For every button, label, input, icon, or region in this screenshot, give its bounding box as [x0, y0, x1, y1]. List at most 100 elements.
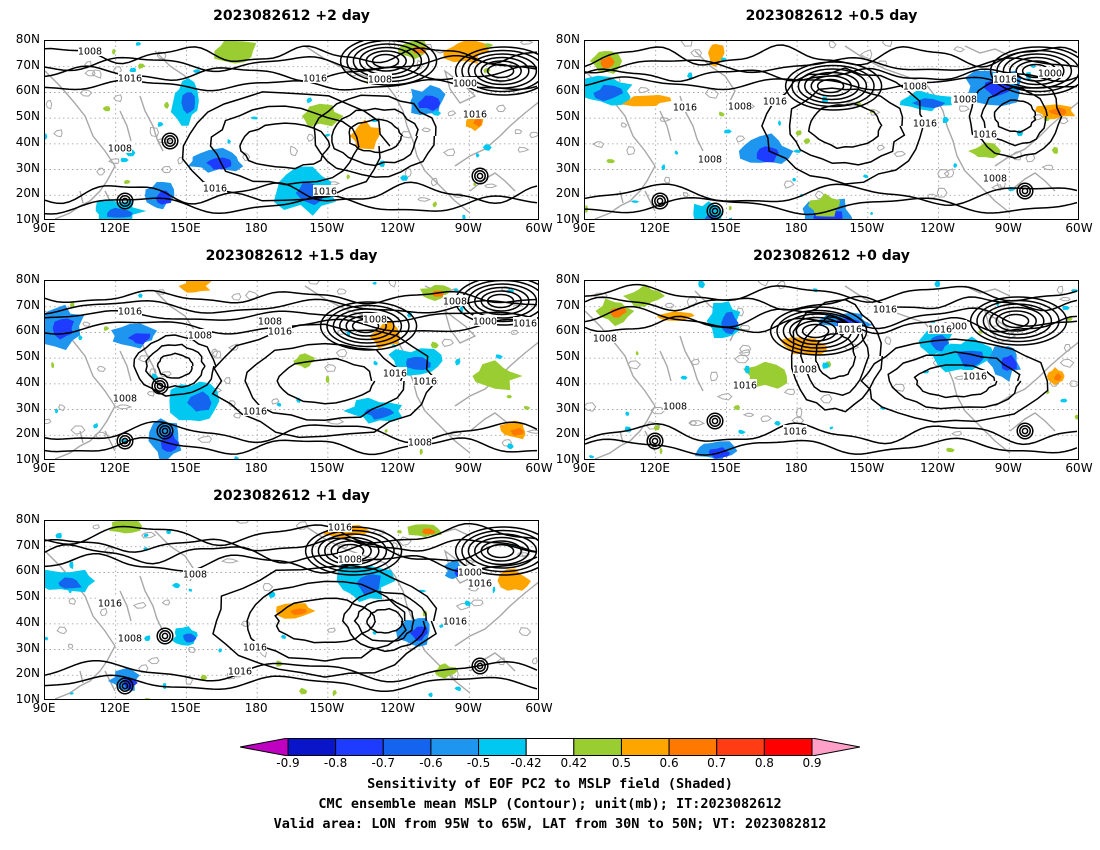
lat-tick-label: 30N — [15, 640, 40, 655]
map-plot: 1008 1016 1000 1008 1016 1016 1008 1016 1016 1008… — [585, 41, 1078, 219]
contour-labels: 1008 1016 1000 1008 1016 1016 1008 1016 1016 1008… — [673, 67, 1062, 185]
lat-tick-label: 50N — [555, 109, 580, 124]
colorbar-swatch — [668, 738, 718, 756]
lon-tick-label: 150E — [710, 461, 741, 475]
contour-label: 1016 — [913, 119, 937, 130]
lat-tick-label: 40N — [555, 134, 580, 149]
contour-label: 1016 — [963, 372, 987, 383]
lat-tick-label: 10N — [555, 452, 580, 466]
map-frame: 1016 1008 1008 1016 1008 1000 1016 1008 1008 1016… — [44, 280, 539, 460]
colorbar-label: -0.8 — [323, 756, 348, 770]
contour-label: 1008 — [793, 365, 817, 376]
caption-line-2: CMC ensemble mean MSLP (Contour); unit(m… — [318, 796, 782, 812]
lat-tick-label: 60N — [15, 323, 40, 338]
contour-label: 1016 — [303, 74, 327, 85]
contour-label: 1008 — [78, 47, 102, 58]
colorbar-swatch — [811, 737, 861, 757]
lat-tick-label: 50N — [15, 589, 40, 604]
contour-label: 1016 — [928, 325, 952, 336]
contour-label: 1016 — [203, 184, 227, 195]
lat-tick-label: 80N — [15, 32, 40, 46]
contour-label: 1008 — [368, 75, 392, 86]
map-frame: 1016 1016 1000 1016 1008 1016 1016 1008 1016 1008 — [584, 280, 1079, 460]
panel-title: 2023082612 +1 day — [213, 488, 370, 504]
contour-label: 1008 — [118, 634, 142, 645]
contour-label: 1016 — [118, 307, 142, 318]
lat-tick-label: 60N — [555, 83, 580, 98]
mslp-contours — [585, 44, 1078, 219]
panel-title: 2023082612 +1.5 day — [205, 248, 378, 264]
lat-tick-label: 30N — [555, 400, 580, 415]
lon-tick-label: 150E — [170, 221, 201, 235]
lon-tick-label: 150W — [309, 221, 345, 235]
lat-tick-label: 30N — [15, 400, 40, 415]
lon-tick-label: 180 — [244, 701, 268, 715]
map-plot: 1008 1016 1016 1008 1000 1016 1008 1016 1016 — [45, 41, 538, 219]
map-frame: 1016 1008 1008 1000 1016 1016 1016 1016 1016 1008 — [44, 520, 539, 700]
lat-tick-label: 80N — [15, 512, 40, 526]
contour-label: 1016 — [268, 327, 292, 338]
lat-tick-label: 10N — [15, 452, 40, 466]
colorbar-swatch — [382, 738, 432, 756]
lon-tick-label: 90W — [994, 221, 1022, 235]
contour-label: 1008 — [258, 317, 282, 328]
panel-title: 2023082612 +0.5 day — [745, 8, 918, 24]
contour-label: 1008 — [698, 155, 722, 166]
colorbar-swatches — [239, 737, 861, 757]
lat-tick-label: 30N — [15, 160, 40, 175]
map-frame: 1008 1016 1016 1008 1000 1016 1008 1016 1016 — [44, 40, 539, 220]
colorbar-swatch — [239, 737, 289, 757]
contour-label: 1000 — [1038, 69, 1062, 80]
colorbar-swatch — [335, 738, 384, 756]
contour-label: 1008 — [983, 174, 1007, 185]
colorbar-label: 0.9 — [802, 756, 822, 770]
lat-tick-label: 50N — [15, 109, 40, 124]
lat-tick-label: 20N — [555, 186, 580, 201]
lon-tick-label: 60W — [1065, 461, 1093, 475]
lat-tick-label: 70N — [555, 297, 580, 312]
contour-label: 1016 — [513, 319, 537, 330]
lon-tick-label: 180 — [784, 461, 808, 475]
contour-label: 1008 — [728, 102, 752, 113]
contour-label: 1016 — [98, 599, 122, 610]
lon-tick-label: 90W — [994, 461, 1022, 475]
lat-tick-label: 10N — [15, 212, 40, 226]
colorbar-label: -0.7 — [371, 756, 395, 770]
lon-tick-label: 60W — [525, 461, 553, 475]
lon-tick-label: 60W — [1065, 221, 1093, 235]
colorbar-swatch — [525, 738, 575, 756]
lat-tick-label: 40N — [15, 134, 40, 149]
contour-label: 1016 — [413, 377, 437, 388]
panel-title: 2023082612 +0 day — [753, 248, 910, 264]
colorbar-label: -0.5 — [466, 756, 491, 770]
contour-label: 1008 — [903, 82, 927, 93]
mslp-contours — [45, 522, 538, 695]
colorbar-label: -0.6 — [419, 756, 443, 770]
contour-label: 1016 — [443, 617, 467, 628]
colorbar — [239, 737, 861, 757]
contour-label: 1016 — [763, 97, 787, 108]
colorbar-label: 0.6 — [659, 756, 679, 770]
lon-tick-label: 120W — [380, 221, 415, 235]
lon-tick-label: 150W — [849, 461, 885, 475]
lat-tick-label: 80N — [555, 272, 580, 286]
lat-tick-label: 70N — [15, 297, 40, 312]
contour-label: 1008 — [443, 297, 467, 308]
lon-tick-label: 90W — [454, 461, 482, 475]
lat-tick-label: 30N — [555, 160, 580, 175]
colorbar-swatch — [430, 738, 480, 756]
caption-line-3: Valid area: LON from 95W to 65W, LAT fro… — [273, 816, 827, 832]
lat-tick-label: 40N — [15, 374, 40, 389]
lat-tick-label: 10N — [555, 212, 580, 226]
lon-tick-label: 120E — [99, 461, 130, 475]
contour-label: 1000 — [458, 568, 482, 579]
lon-tick-label: 150W — [849, 221, 885, 235]
contour-label: 1016 — [673, 103, 697, 114]
lon-tick-label: 120W — [380, 701, 415, 715]
lat-tick-label: 80N — [555, 32, 580, 46]
lat-tick-label: 70N — [15, 57, 40, 72]
